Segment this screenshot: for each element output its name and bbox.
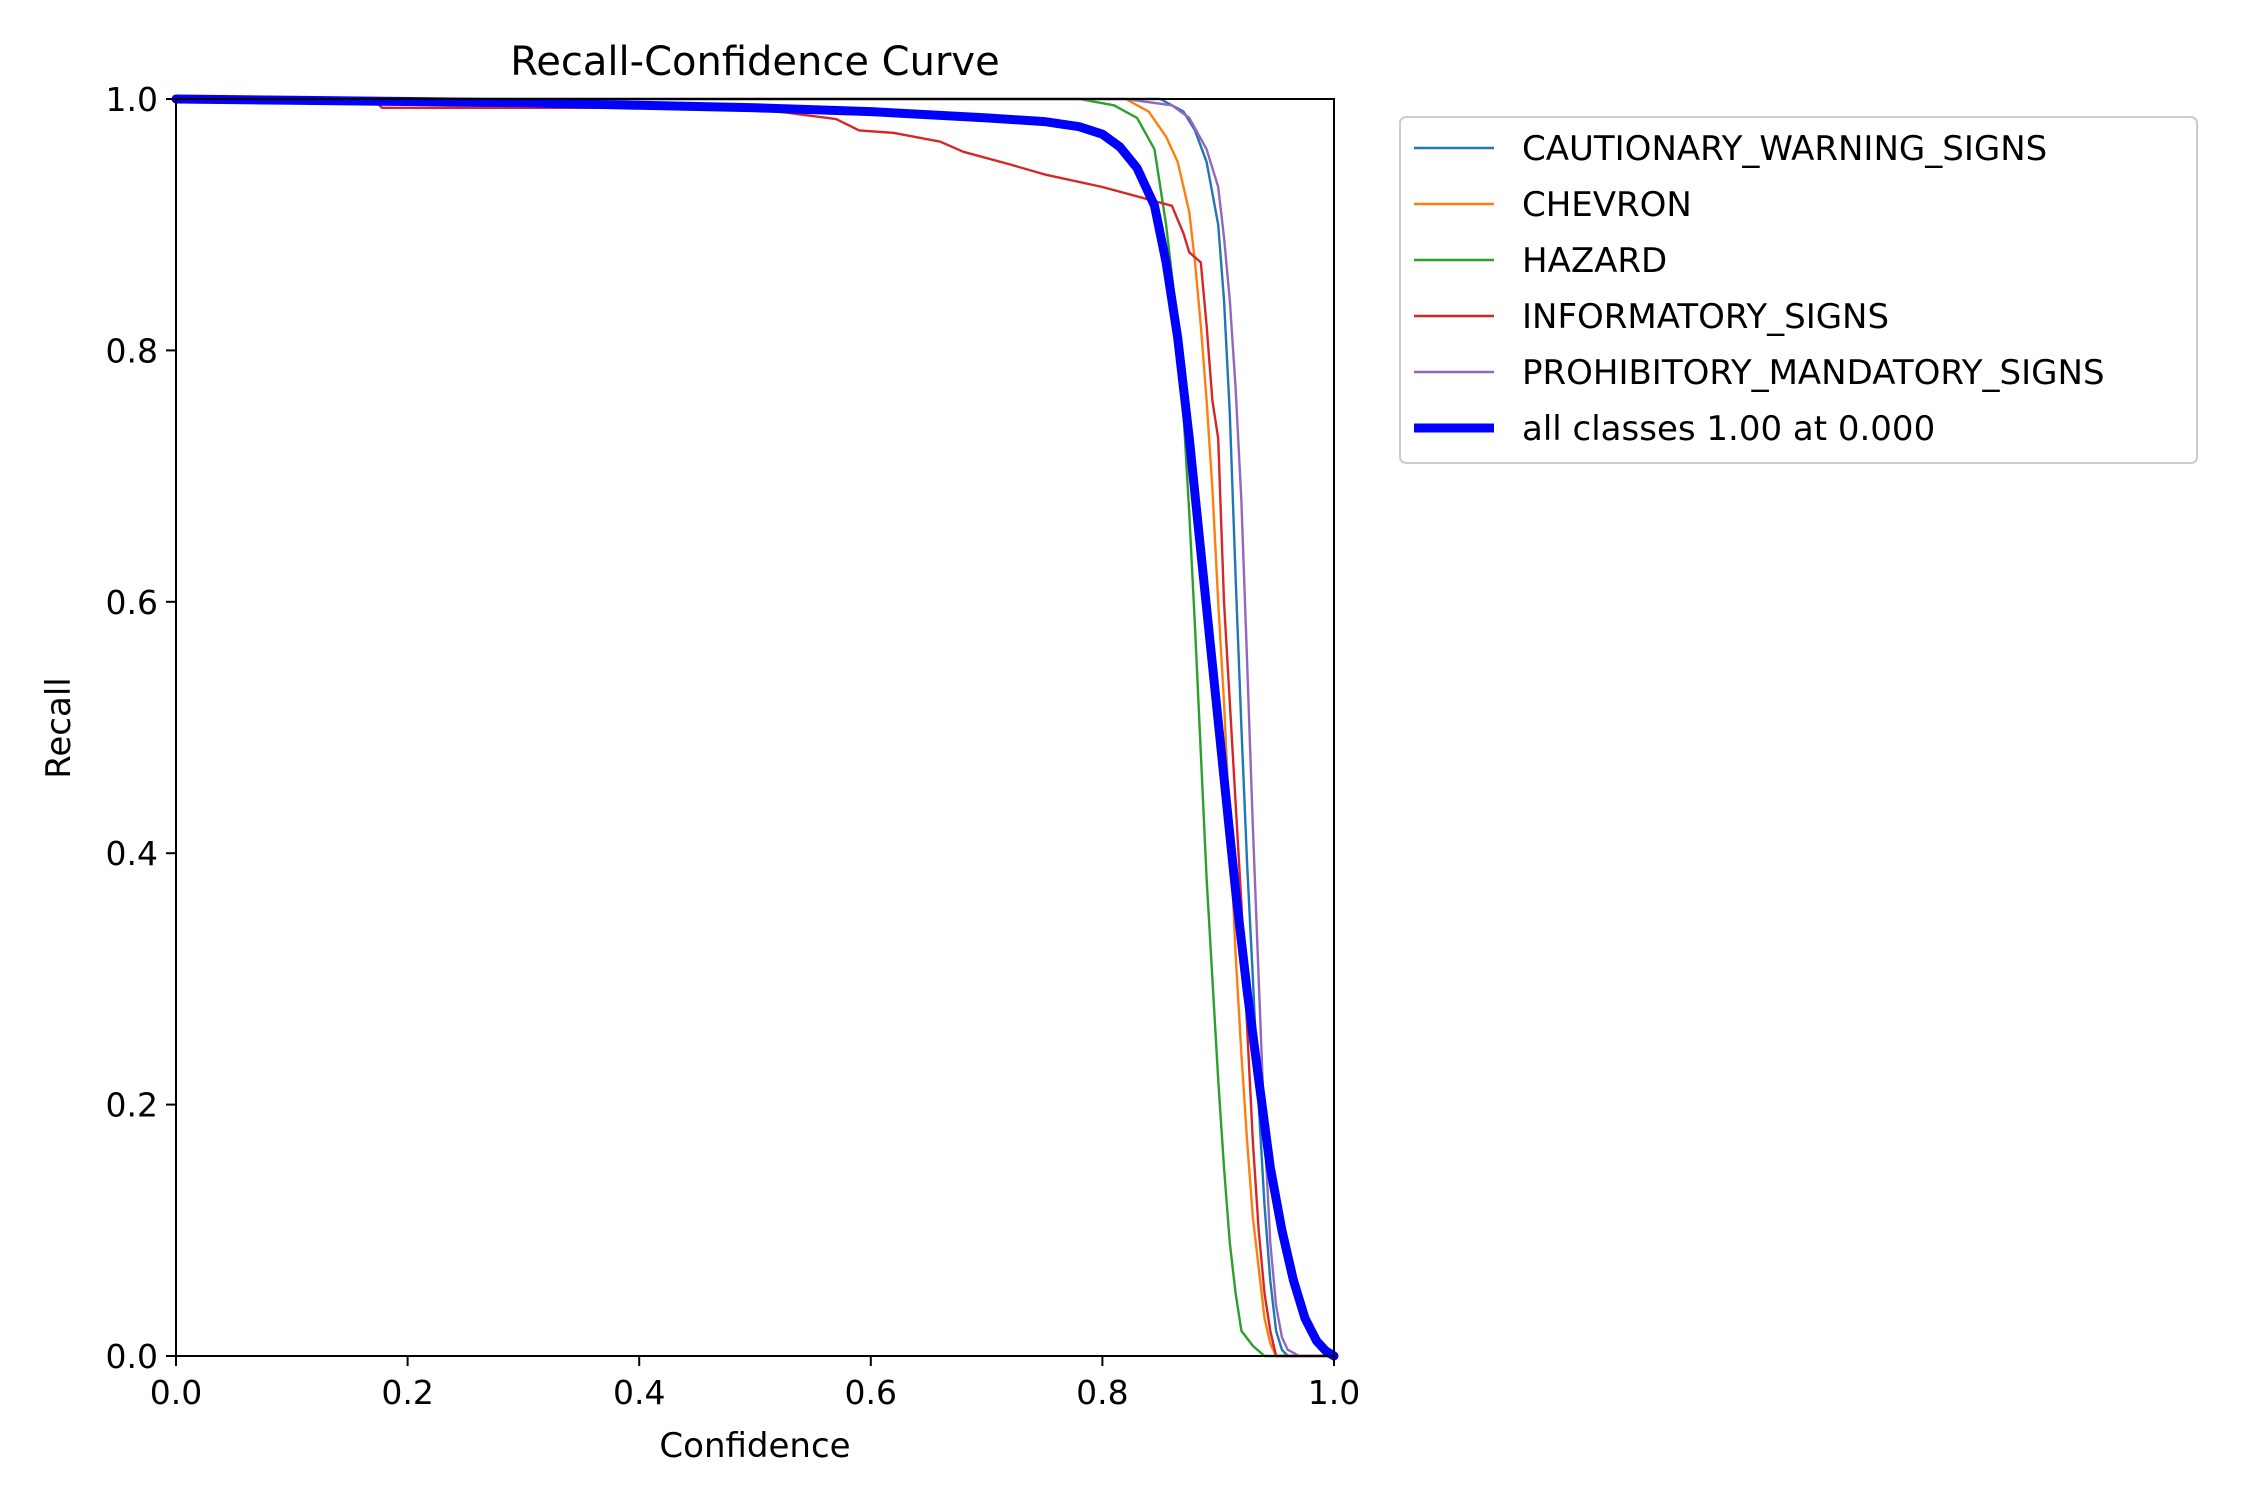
series-line-4 <box>174 97 1336 1358</box>
legend-label-4: PROHIBITORY_MANDATORY_SIGNS <box>1522 353 2105 393</box>
x-tick-label: 0.8 <box>1076 1373 1128 1412</box>
legend-label-0: CAUTIONARY_WARNING_SIGNS <box>1522 129 2047 169</box>
series-line-1 <box>174 97 1336 1358</box>
legend-box <box>1399 116 2198 464</box>
x-tick-label: 0.2 <box>381 1373 433 1412</box>
series-line-2 <box>174 97 1336 1358</box>
x-axis: 0.0 0.2 0.4 0.6 0.8 1.0 <box>150 1356 1360 1412</box>
y-axis-label: Recall <box>39 677 79 778</box>
y-tick-label: 0.6 <box>106 583 158 622</box>
legend-label-5: all classes 1.00 at 0.000 <box>1522 409 1935 449</box>
legend-label-3: INFORMATORY_SIGNS <box>1522 297 1889 337</box>
x-tick-label: 0.0 <box>150 1373 202 1412</box>
series-line-5 <box>171 94 1339 1361</box>
x-tick-label: 0.6 <box>845 1373 897 1412</box>
x-tick-label: 1.0 <box>1308 1373 1360 1412</box>
chart-title: Recall-Confidence Curve <box>510 39 999 85</box>
y-tick-label: 1.0 <box>106 80 158 119</box>
plot-lines <box>171 94 1339 1361</box>
y-tick-label: 0.4 <box>106 834 158 873</box>
y-tick-label: 0.8 <box>106 331 158 370</box>
legend-label-1: CHEVRON <box>1522 185 1692 225</box>
legend-label-2: HAZARD <box>1522 241 1667 281</box>
legend-items: CAUTIONARY_WARNING_SIGNS CHEVRON HAZARD INF… <box>1414 129 2105 449</box>
x-axis-label: Confidence <box>659 1426 850 1466</box>
plot-frame <box>175 98 1335 1357</box>
y-tick-label: 0.2 <box>106 1086 158 1125</box>
y-axis: 0.0 0.2 0.4 0.6 0.8 1.0 <box>106 80 176 1376</box>
legend: CAUTIONARY_WARNING_SIGNS CHEVRON HAZARD INF… <box>1399 116 2198 464</box>
x-tick-label: 0.4 <box>613 1373 665 1412</box>
y-tick-label: 0.0 <box>106 1337 158 1376</box>
